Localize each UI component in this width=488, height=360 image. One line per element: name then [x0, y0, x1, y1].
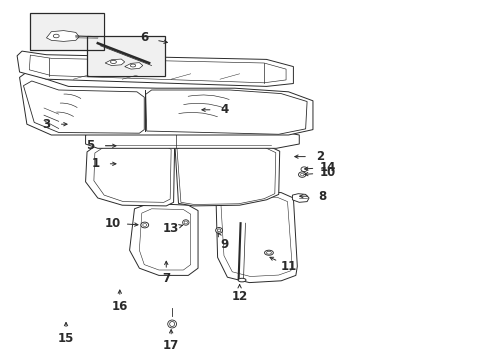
Polygon shape — [292, 194, 308, 202]
FancyBboxPatch shape — [31, 13, 103, 50]
Text: 5: 5 — [86, 139, 94, 152]
Polygon shape — [23, 81, 144, 133]
Text: 9: 9 — [221, 238, 228, 251]
Ellipse shape — [53, 34, 59, 38]
Polygon shape — [17, 51, 293, 86]
Ellipse shape — [300, 167, 306, 171]
Ellipse shape — [167, 320, 176, 328]
Text: 11: 11 — [280, 260, 296, 273]
FancyBboxPatch shape — [87, 36, 164, 75]
Polygon shape — [177, 146, 275, 204]
Text: 13: 13 — [163, 222, 179, 235]
Polygon shape — [85, 140, 174, 206]
Polygon shape — [85, 131, 299, 148]
Polygon shape — [145, 90, 306, 134]
Text: 4: 4 — [221, 103, 228, 116]
Text: 7: 7 — [162, 273, 170, 285]
Text: 10: 10 — [104, 217, 121, 230]
Polygon shape — [20, 72, 312, 135]
Text: 16: 16 — [111, 300, 128, 312]
Polygon shape — [221, 197, 291, 276]
Polygon shape — [139, 209, 190, 270]
Text: 1: 1 — [91, 157, 99, 170]
Polygon shape — [140, 210, 190, 269]
Ellipse shape — [169, 321, 174, 327]
Ellipse shape — [264, 250, 273, 255]
Ellipse shape — [141, 222, 148, 228]
Polygon shape — [129, 203, 198, 275]
Polygon shape — [94, 144, 171, 202]
Text: 3: 3 — [42, 118, 50, 131]
Polygon shape — [221, 196, 291, 276]
Ellipse shape — [238, 278, 245, 282]
Polygon shape — [46, 31, 79, 41]
Ellipse shape — [142, 224, 146, 226]
Text: 14: 14 — [319, 161, 335, 174]
Ellipse shape — [217, 229, 221, 232]
Ellipse shape — [215, 228, 222, 233]
Polygon shape — [175, 144, 279, 206]
Text: 6: 6 — [140, 31, 148, 44]
Polygon shape — [216, 192, 297, 283]
Text: 8: 8 — [318, 190, 326, 203]
Ellipse shape — [266, 251, 271, 254]
Text: 17: 17 — [163, 339, 179, 352]
Polygon shape — [124, 63, 142, 69]
Polygon shape — [105, 59, 124, 66]
Ellipse shape — [110, 60, 116, 63]
Ellipse shape — [300, 174, 303, 176]
Text: 12: 12 — [231, 291, 247, 303]
Ellipse shape — [183, 221, 187, 224]
Text: 2: 2 — [316, 150, 324, 163]
Ellipse shape — [130, 64, 136, 67]
Ellipse shape — [298, 172, 305, 177]
Ellipse shape — [183, 220, 188, 225]
Text: 15: 15 — [58, 332, 74, 345]
Text: 10: 10 — [319, 166, 335, 179]
